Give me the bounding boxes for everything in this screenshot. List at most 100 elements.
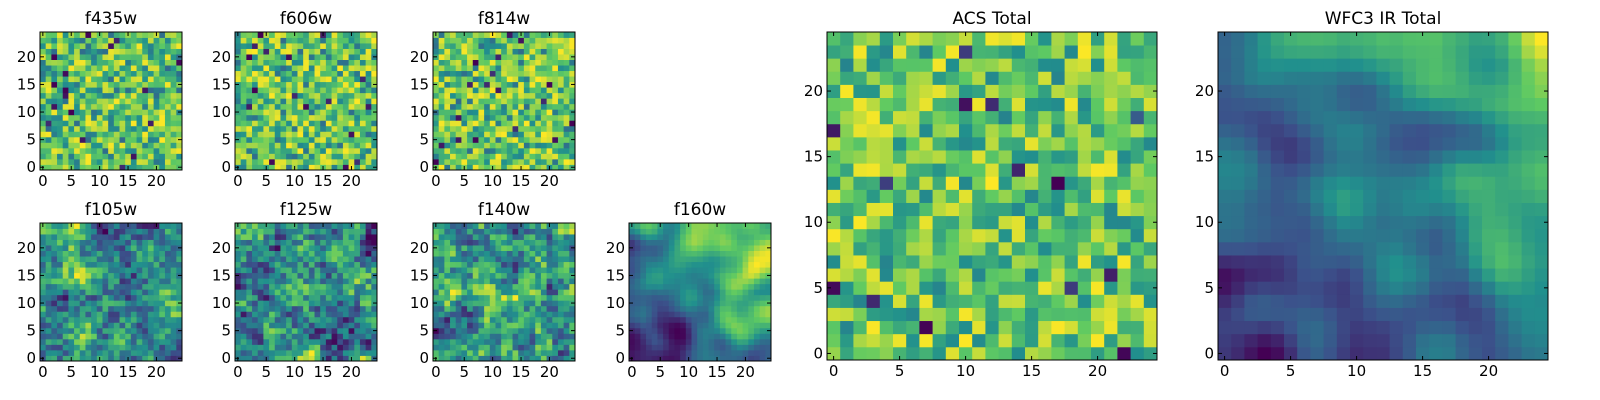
heatmap-cell: [246, 349, 253, 356]
heatmap-cell: [702, 283, 709, 290]
heatmap-cell: [501, 239, 508, 246]
heatmap-cell: [113, 142, 120, 149]
heatmap-cell: [433, 305, 440, 312]
heatmap-cell: [484, 272, 491, 279]
heatmap-cell: [113, 70, 120, 77]
heatmap-cell: [57, 142, 64, 149]
heatmap-cell: [359, 322, 367, 329]
heatmap-cell: [765, 250, 772, 257]
heatmap-cell: [291, 234, 298, 240]
heatmap-cell: [68, 54, 75, 60]
heatmap-cell: [489, 289, 496, 296]
y-tick-label: 5: [26, 322, 36, 340]
heatmap-cell: [119, 131, 126, 138]
heatmap-cell: [646, 289, 653, 296]
heatmap-cell: [1077, 268, 1092, 282]
heatmap-cell: [314, 322, 321, 329]
heatmap-cell: [257, 349, 264, 356]
heatmap-cell: [91, 316, 98, 323]
heatmap-cell: [297, 278, 304, 285]
heatmap-cell: [91, 81, 98, 88]
heatmap-cell: [62, 103, 69, 110]
heatmap-cell: [125, 103, 132, 110]
heatmap-cell: [523, 223, 530, 229]
heatmap-cell: [269, 142, 276, 149]
heatmap-cell: [523, 355, 530, 362]
heatmap-cell: [342, 256, 349, 263]
heatmap-cell: [365, 142, 372, 149]
heatmap-cell: [506, 114, 513, 121]
heatmap-cell: [57, 239, 64, 246]
heatmap-cell: [96, 327, 103, 334]
heatmap-cell: [563, 355, 570, 362]
heatmap-cell: [359, 333, 367, 340]
heatmap-cell: [765, 294, 772, 301]
heatmap-cell: [450, 311, 457, 318]
heatmap-cell: [325, 59, 332, 66]
heatmap-cell: [714, 305, 721, 312]
heatmap-cell: [512, 98, 519, 105]
heatmap-cell: [280, 153, 287, 160]
heatmap-cell: [280, 43, 287, 49]
heatmap-cell: [252, 125, 259, 132]
heatmap-cell: [119, 223, 126, 229]
heatmap-cell: [518, 153, 525, 160]
heatmap-cell: [102, 37, 109, 44]
heatmap-cell: [320, 109, 327, 116]
heatmap-cell: [297, 294, 304, 301]
heatmap-cell: [569, 250, 576, 257]
heatmap-cell: [257, 289, 264, 296]
heatmap-cell: [51, 272, 58, 279]
heatmap-cell: [147, 283, 154, 290]
heatmap-cell: [325, 228, 332, 235]
heatmap-cell: [246, 245, 253, 251]
heatmap-cell: [164, 158, 172, 165]
heatmap-cell: [512, 283, 519, 290]
heatmap-cell: [663, 250, 670, 257]
heatmap-cell: [314, 272, 321, 279]
heatmap-cell: [354, 54, 361, 60]
heatmap-cell: [303, 234, 310, 240]
heatmap-cell: [478, 261, 485, 268]
heatmap-cell: [680, 333, 687, 340]
heatmap-cell: [731, 261, 738, 268]
heatmap-cell: [91, 125, 98, 132]
heatmap-cell: [342, 250, 349, 257]
heatmap-cell: [269, 164, 276, 171]
heatmap-cell: [314, 239, 321, 246]
heatmap-cell: [291, 239, 298, 246]
heatmap-cell: [759, 267, 766, 274]
heatmap-cell: [1011, 241, 1026, 256]
heatmap-cell: [286, 305, 293, 312]
heatmap-cell: [68, 349, 75, 356]
heatmap-cell: [297, 311, 304, 318]
x-tick-label: 5: [459, 172, 469, 190]
heatmap-cell: [438, 223, 445, 229]
x-tick-label: 0: [38, 172, 48, 190]
heatmap-cell: [176, 32, 183, 38]
heatmap-cell: [263, 142, 270, 149]
heatmap-cell: [176, 98, 183, 105]
heatmap-cell: [337, 239, 344, 246]
heatmap-cell: [170, 234, 177, 240]
heatmap-cell: [274, 223, 281, 229]
heatmap-cell: [484, 250, 491, 257]
heatmap-cell: [280, 125, 287, 132]
heatmap-cell: [280, 142, 287, 149]
heatmap-cell: [57, 125, 64, 132]
heatmap-cell: [552, 125, 559, 132]
heatmap-cell: [79, 223, 86, 229]
heatmap-cell: [1117, 215, 1131, 230]
heatmap-cell: [40, 283, 47, 290]
heatmap-cell: [629, 305, 636, 312]
heatmap-cell: [484, 164, 491, 171]
heatmap-cell: [240, 289, 247, 296]
heatmap-cell: [96, 272, 103, 279]
heatmap-cell: [691, 327, 698, 334]
heatmap-cell: [535, 300, 542, 307]
heatmap-cell: [714, 311, 721, 318]
heatmap-cell: [972, 333, 986, 348]
heatmap-cell: [136, 109, 143, 116]
heatmap-cell: [518, 344, 525, 351]
heatmap-cell: [263, 76, 270, 83]
